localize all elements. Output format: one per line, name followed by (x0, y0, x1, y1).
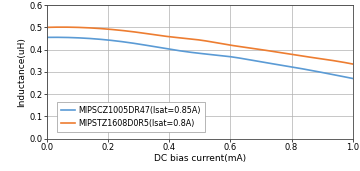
MIPSCZ1005DR47(Isat=0.85A) (268, 62, 272, 64)
MIPSTZ1608D0R5(Isat=0.8A) (145, 33, 149, 35)
MIPSCZ1005DR47(Isat=0.85A) (167, 48, 171, 50)
Line: MIPSTZ1608D0R5(Isat=0.8A): MIPSTZ1608D0R5(Isat=0.8A) (47, 27, 353, 64)
MIPSCZ1005DR47(Isat=0.85A) (238, 57, 242, 59)
MIPSCZ1005DR47(Isat=0.85A) (351, 77, 355, 80)
MIPSTZ1608D0R5(Isat=0.8A) (167, 36, 171, 38)
X-axis label: DC bias current(mA): DC bias current(mA) (154, 154, 246, 163)
MIPSTZ1608D0R5(Isat=0.8A) (268, 50, 272, 52)
MIPSCZ1005DR47(Isat=0.85A) (52, 36, 57, 38)
MIPSTZ1608D0R5(Isat=0.8A) (238, 46, 242, 48)
MIPSCZ1005DR47(Isat=0.85A) (45, 36, 49, 38)
Legend: MIPSCZ1005DR47(Isat=0.85A), MIPSTZ1608D0R5(Isat=0.8A): MIPSCZ1005DR47(Isat=0.85A), MIPSTZ1608D0… (57, 102, 205, 132)
MIPSTZ1608D0R5(Isat=0.8A) (266, 50, 271, 52)
MIPSCZ1005DR47(Isat=0.85A) (82, 37, 86, 39)
MIPSTZ1608D0R5(Isat=0.8A) (82, 27, 86, 29)
MIPSCZ1005DR47(Isat=0.85A) (266, 62, 271, 64)
MIPSTZ1608D0R5(Isat=0.8A) (45, 26, 49, 28)
MIPSCZ1005DR47(Isat=0.85A) (145, 44, 149, 47)
MIPSTZ1608D0R5(Isat=0.8A) (60, 26, 64, 28)
Y-axis label: Inductance(uH): Inductance(uH) (18, 37, 27, 107)
Line: MIPSCZ1005DR47(Isat=0.85A): MIPSCZ1005DR47(Isat=0.85A) (47, 37, 353, 78)
MIPSTZ1608D0R5(Isat=0.8A) (351, 63, 355, 65)
